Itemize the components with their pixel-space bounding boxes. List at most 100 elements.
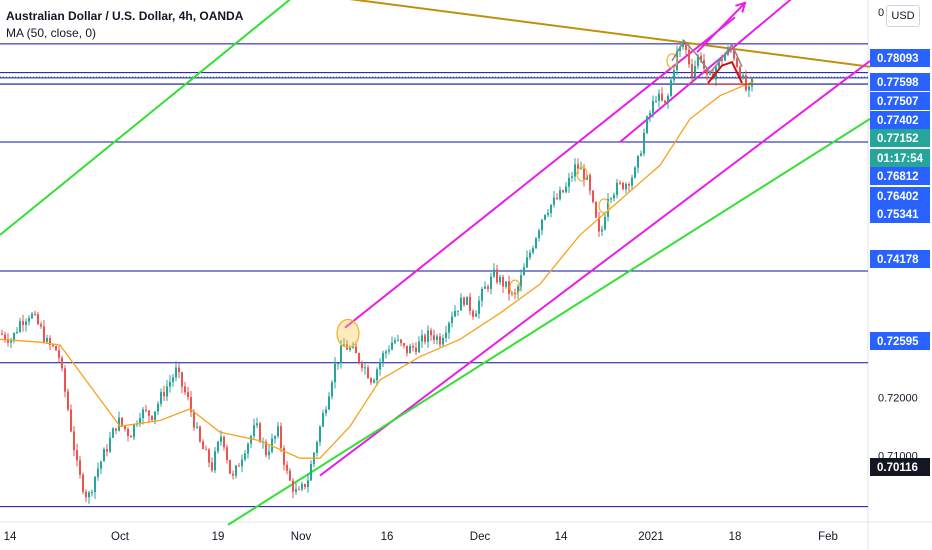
candle-body bbox=[433, 335, 435, 341]
candle-body bbox=[163, 392, 165, 397]
candle-body bbox=[334, 363, 336, 383]
candle-body bbox=[115, 428, 117, 431]
candle-body bbox=[316, 442, 318, 453]
candle-body bbox=[172, 377, 174, 382]
candle-body bbox=[10, 339, 12, 343]
price-label-text: 0.76812 bbox=[877, 171, 919, 183]
candle-body bbox=[385, 351, 387, 354]
candle-body bbox=[604, 216, 606, 230]
candle-body bbox=[175, 367, 177, 378]
candle-body bbox=[529, 252, 531, 258]
pattern-sketch bbox=[671, 39, 743, 74]
candle-body bbox=[634, 167, 636, 178]
candle-body bbox=[625, 184, 627, 190]
candle-body bbox=[97, 468, 99, 477]
candle-body bbox=[397, 339, 399, 341]
candle-body bbox=[337, 363, 339, 365]
candle-body bbox=[745, 75, 747, 91]
trendline-channel-upper-extension bbox=[619, 0, 792, 143]
candle-body bbox=[4, 334, 6, 340]
candle-body bbox=[439, 336, 441, 345]
candle-body bbox=[523, 267, 525, 276]
x-tick-label: Dec bbox=[470, 531, 491, 543]
candle-body bbox=[226, 447, 228, 460]
candle-body bbox=[736, 58, 738, 67]
candle-body bbox=[574, 164, 576, 177]
candle-body bbox=[34, 313, 36, 315]
price-label-text: 0.78093 bbox=[877, 53, 919, 65]
candle-body bbox=[331, 382, 333, 397]
annotation-circle-0 bbox=[336, 318, 360, 349]
candle-body bbox=[601, 229, 603, 232]
candle-body bbox=[613, 194, 615, 199]
candle-body bbox=[286, 464, 288, 471]
candle-body bbox=[247, 443, 249, 454]
candle-body bbox=[505, 281, 507, 287]
candle-body bbox=[352, 346, 354, 348]
candle-body bbox=[742, 75, 744, 79]
candle-body bbox=[589, 175, 591, 191]
currency-button[interactable]: USD bbox=[886, 5, 920, 27]
candle-body bbox=[724, 54, 726, 61]
candle-body bbox=[583, 168, 585, 180]
candle-body bbox=[322, 413, 324, 427]
x-tick-label: 2021 bbox=[638, 531, 664, 543]
trendline-outer-lower bbox=[227, 118, 871, 526]
candle-body bbox=[514, 292, 516, 294]
candle-body bbox=[58, 350, 60, 358]
symbol-title: Australian Dollar / U.S. Dollar, 4h, OAN… bbox=[6, 9, 244, 23]
candle-body bbox=[565, 186, 567, 193]
candle-body bbox=[706, 68, 708, 75]
candle-body bbox=[697, 55, 699, 67]
candle-body bbox=[241, 459, 243, 467]
candle-body bbox=[517, 286, 519, 294]
candle-body bbox=[283, 448, 285, 465]
price-label-text: 0.77402 bbox=[877, 115, 919, 127]
price-label-box bbox=[870, 458, 930, 476]
price-label-box bbox=[870, 73, 930, 91]
candle-body bbox=[652, 101, 654, 113]
candle-body bbox=[25, 321, 27, 326]
candle-body bbox=[151, 415, 153, 421]
candle-body bbox=[376, 369, 378, 381]
candle-body bbox=[415, 347, 417, 353]
trendline-resistance bbox=[349, 0, 871, 68]
x-tick-label: 16 bbox=[381, 531, 394, 543]
price-label-text: 01:17:54 bbox=[877, 153, 924, 165]
candle-body bbox=[31, 313, 33, 319]
candle-body bbox=[184, 386, 186, 393]
candle-body bbox=[73, 431, 75, 451]
candle-body bbox=[1, 333, 3, 335]
candle-body bbox=[367, 367, 369, 379]
candle-body bbox=[274, 436, 276, 439]
candle-body bbox=[394, 340, 396, 343]
candle-body bbox=[214, 451, 216, 471]
candle-body bbox=[202, 441, 204, 450]
candle-body bbox=[592, 190, 594, 203]
candle-body bbox=[148, 410, 150, 416]
candle-body bbox=[271, 438, 273, 452]
candle-body bbox=[265, 441, 267, 456]
price-label-box bbox=[870, 149, 930, 167]
candle-body bbox=[454, 310, 456, 317]
candle-body bbox=[685, 44, 687, 50]
candle-body bbox=[547, 213, 549, 215]
candle-body bbox=[466, 296, 468, 305]
candle-body bbox=[688, 49, 690, 65]
candle-body bbox=[484, 286, 486, 289]
candle-body bbox=[328, 396, 330, 410]
candle-body bbox=[298, 489, 300, 491]
x-tick-label: Nov bbox=[291, 531, 312, 543]
candle-body bbox=[112, 428, 114, 438]
candle-body bbox=[106, 449, 108, 452]
candle-body bbox=[481, 288, 483, 301]
candle-body bbox=[145, 409, 147, 411]
x-tick-label: Oct bbox=[111, 531, 130, 543]
candle-body bbox=[289, 470, 291, 481]
x-tick-label: 14 bbox=[4, 531, 17, 543]
candle-body bbox=[418, 341, 420, 353]
candle-body bbox=[682, 44, 684, 47]
candle-body bbox=[424, 335, 426, 342]
